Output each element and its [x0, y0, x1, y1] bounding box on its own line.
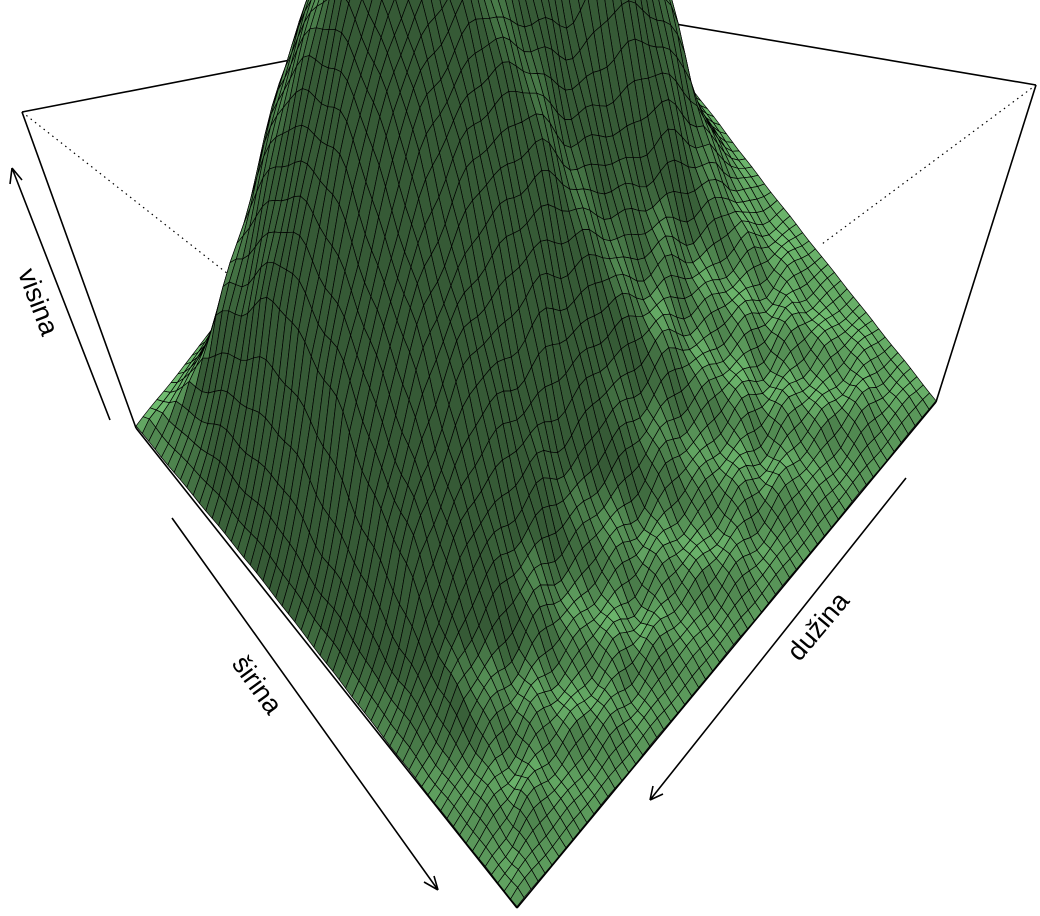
box-left-vertical-edge — [21, 111, 137, 429]
box-front-right-edge — [516, 401, 937, 909]
bounding-box-front-edges — [135, 401, 937, 909]
box-hidden-edge — [821, 84, 1037, 245]
y-axis-label: širina — [226, 650, 289, 721]
x-axis-arrow — [649, 477, 907, 801]
x-axis-label: dužina — [781, 585, 856, 666]
surface-mesh — [135, 0, 937, 907]
box-hidden-edge — [21, 111, 285, 319]
box-front-left-edge — [135, 427, 518, 909]
z-axis-arrow — [9, 167, 111, 421]
y-axis-arrow — [171, 517, 439, 891]
z-axis-label: visina — [12, 264, 65, 340]
box-right-vertical-edge — [935, 84, 1037, 403]
